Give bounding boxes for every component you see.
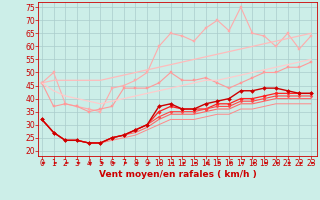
- X-axis label: Vent moyen/en rafales ( km/h ): Vent moyen/en rafales ( km/h ): [99, 170, 256, 179]
